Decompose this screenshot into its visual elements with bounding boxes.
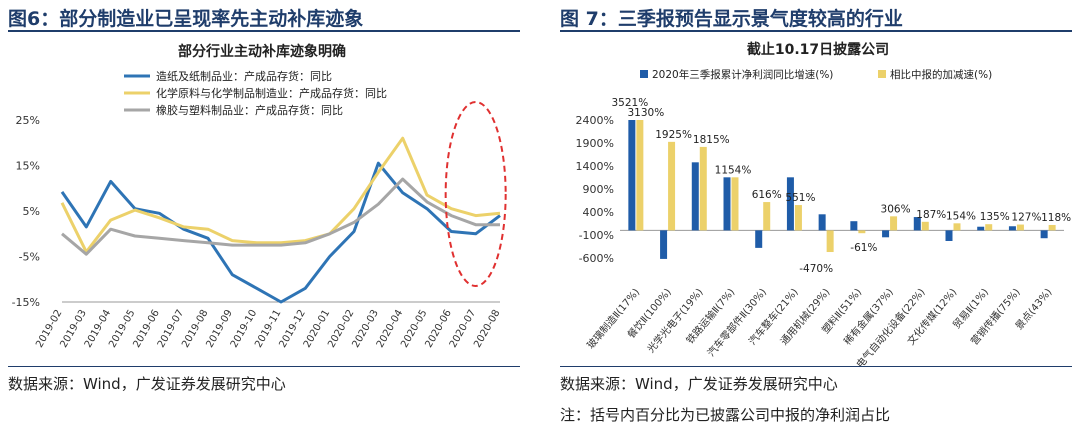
data-label: 3521%	[612, 97, 649, 109]
series-line-1	[60, 136, 501, 254]
x-category-label: 光学光电子(19%)	[644, 285, 705, 355]
x-category-label: 玻璃制造Ⅱ(17%)	[584, 285, 642, 351]
bar-1-1	[668, 141, 676, 231]
legend-label-1: 化学原料与化学制品制造业：产成品存货：同比	[156, 86, 387, 100]
data-label: 1154%	[715, 164, 752, 176]
data-label: -61%	[850, 242, 877, 254]
bar-1-10	[953, 223, 961, 231]
bar-1-6	[826, 230, 834, 253]
data-label: 306%	[881, 203, 911, 215]
legend-swatch-1	[878, 70, 886, 78]
y-tick-label: 900%	[583, 183, 614, 196]
bar-1-0	[636, 120, 644, 231]
left-title-rule	[8, 30, 520, 32]
data-label: 118%	[1041, 212, 1071, 224]
bar-1-12	[1016, 224, 1024, 231]
data-label: 616%	[752, 189, 782, 201]
bar-1-11	[985, 224, 993, 231]
bar-1-4	[763, 202, 771, 231]
left-bottom-rule	[8, 366, 520, 367]
bar-0-7	[850, 221, 858, 231]
series-line-2	[61, 177, 500, 256]
bar-0-4	[755, 230, 763, 248]
y-tick-label: 25%	[16, 114, 40, 127]
right-bottom-rule	[560, 366, 1072, 367]
bar-1-7	[858, 230, 866, 234]
y-tick-label: 1900%	[576, 137, 614, 150]
data-label: 135%	[980, 211, 1010, 223]
bar-0-5	[786, 177, 794, 231]
bar-0-13	[1040, 230, 1048, 239]
legend-label-0: 2020年三季报累计净利润同比增速(%)	[652, 68, 833, 81]
right-title-rule	[560, 30, 1072, 32]
y-tick-label: 1400%	[576, 160, 614, 173]
bar-0-11	[977, 226, 985, 231]
bar-0-1	[660, 230, 668, 259]
bar-0-2	[691, 162, 699, 231]
bar-0-0	[628, 120, 636, 231]
highlight-ellipse	[444, 101, 507, 287]
bar-1-9	[921, 221, 929, 231]
bar-1-8	[890, 216, 898, 231]
legend-swatch-0	[640, 70, 648, 78]
right-bar-chart: 截止10.17日披露公司 2020年三季报累计净利润同比增速(%) 相比中报的加减速…	[576, 41, 1072, 366]
legend-label-1: 相比中报的加减速(%)	[890, 68, 992, 81]
y-tick-label: -100%	[579, 229, 614, 242]
data-label: -470%	[799, 263, 833, 275]
left-line-chart: 部分行业主动补库迹象明确造纸及纸制品业：产成品存货：同比化学原料与化学制品制造业…	[12, 43, 507, 350]
y-tick-label: -15%	[12, 296, 40, 309]
bar-0-3	[723, 177, 731, 231]
x-category-label: 汽车零部件Ⅱ(30%)	[704, 285, 769, 359]
bar-1-2	[699, 146, 707, 231]
right-note: 注：括号内百分比为已披露公司中报的净利润占比	[560, 406, 891, 424]
right-figure-title: 图 7：三季报预告显示景气度较高的行业	[560, 8, 903, 30]
left-source: 数据来源：Wind，广发证券发展研究中心	[8, 375, 286, 393]
data-label: 3130%	[628, 107, 665, 119]
bar-0-6	[818, 214, 826, 231]
left-figure-title: 图6：部分制造业已呈现率先主动补库迹象	[8, 8, 364, 30]
legend-label-0: 造纸及纸制品业：产成品存货：同比	[156, 69, 332, 83]
y-tick-label: 15%	[16, 160, 40, 173]
data-label: 154%	[946, 210, 976, 222]
bar-0-12	[1008, 226, 1016, 231]
left-chart-title: 部分行业主动补库迹象明确	[178, 43, 346, 60]
data-label: 1815%	[693, 134, 730, 146]
bar-1-13	[1048, 224, 1056, 231]
bar-0-9	[913, 217, 921, 231]
y-tick-label: 400%	[583, 206, 614, 219]
y-tick-label: -600%	[579, 252, 614, 265]
right-chart-title: 截止10.17日披露公司	[747, 41, 889, 58]
data-label: 187%	[916, 209, 946, 221]
bar-1-3	[731, 177, 739, 231]
data-label: 1925%	[655, 129, 692, 141]
y-tick-label: 2400%	[576, 114, 614, 127]
legend-label-2: 橡胶与塑料制品业：产成品存货：同比	[156, 103, 343, 117]
data-label: 127%	[1011, 212, 1041, 224]
y-tick-label: 5%	[23, 205, 40, 218]
bar-1-5	[794, 205, 802, 231]
bar-0-8	[882, 230, 890, 238]
data-label: 551%	[785, 192, 815, 204]
y-tick-label: -5%	[19, 251, 40, 264]
bar-0-10	[945, 230, 953, 241]
right-source: 数据来源：Wind，广发证券发展研究中心	[560, 375, 838, 393]
